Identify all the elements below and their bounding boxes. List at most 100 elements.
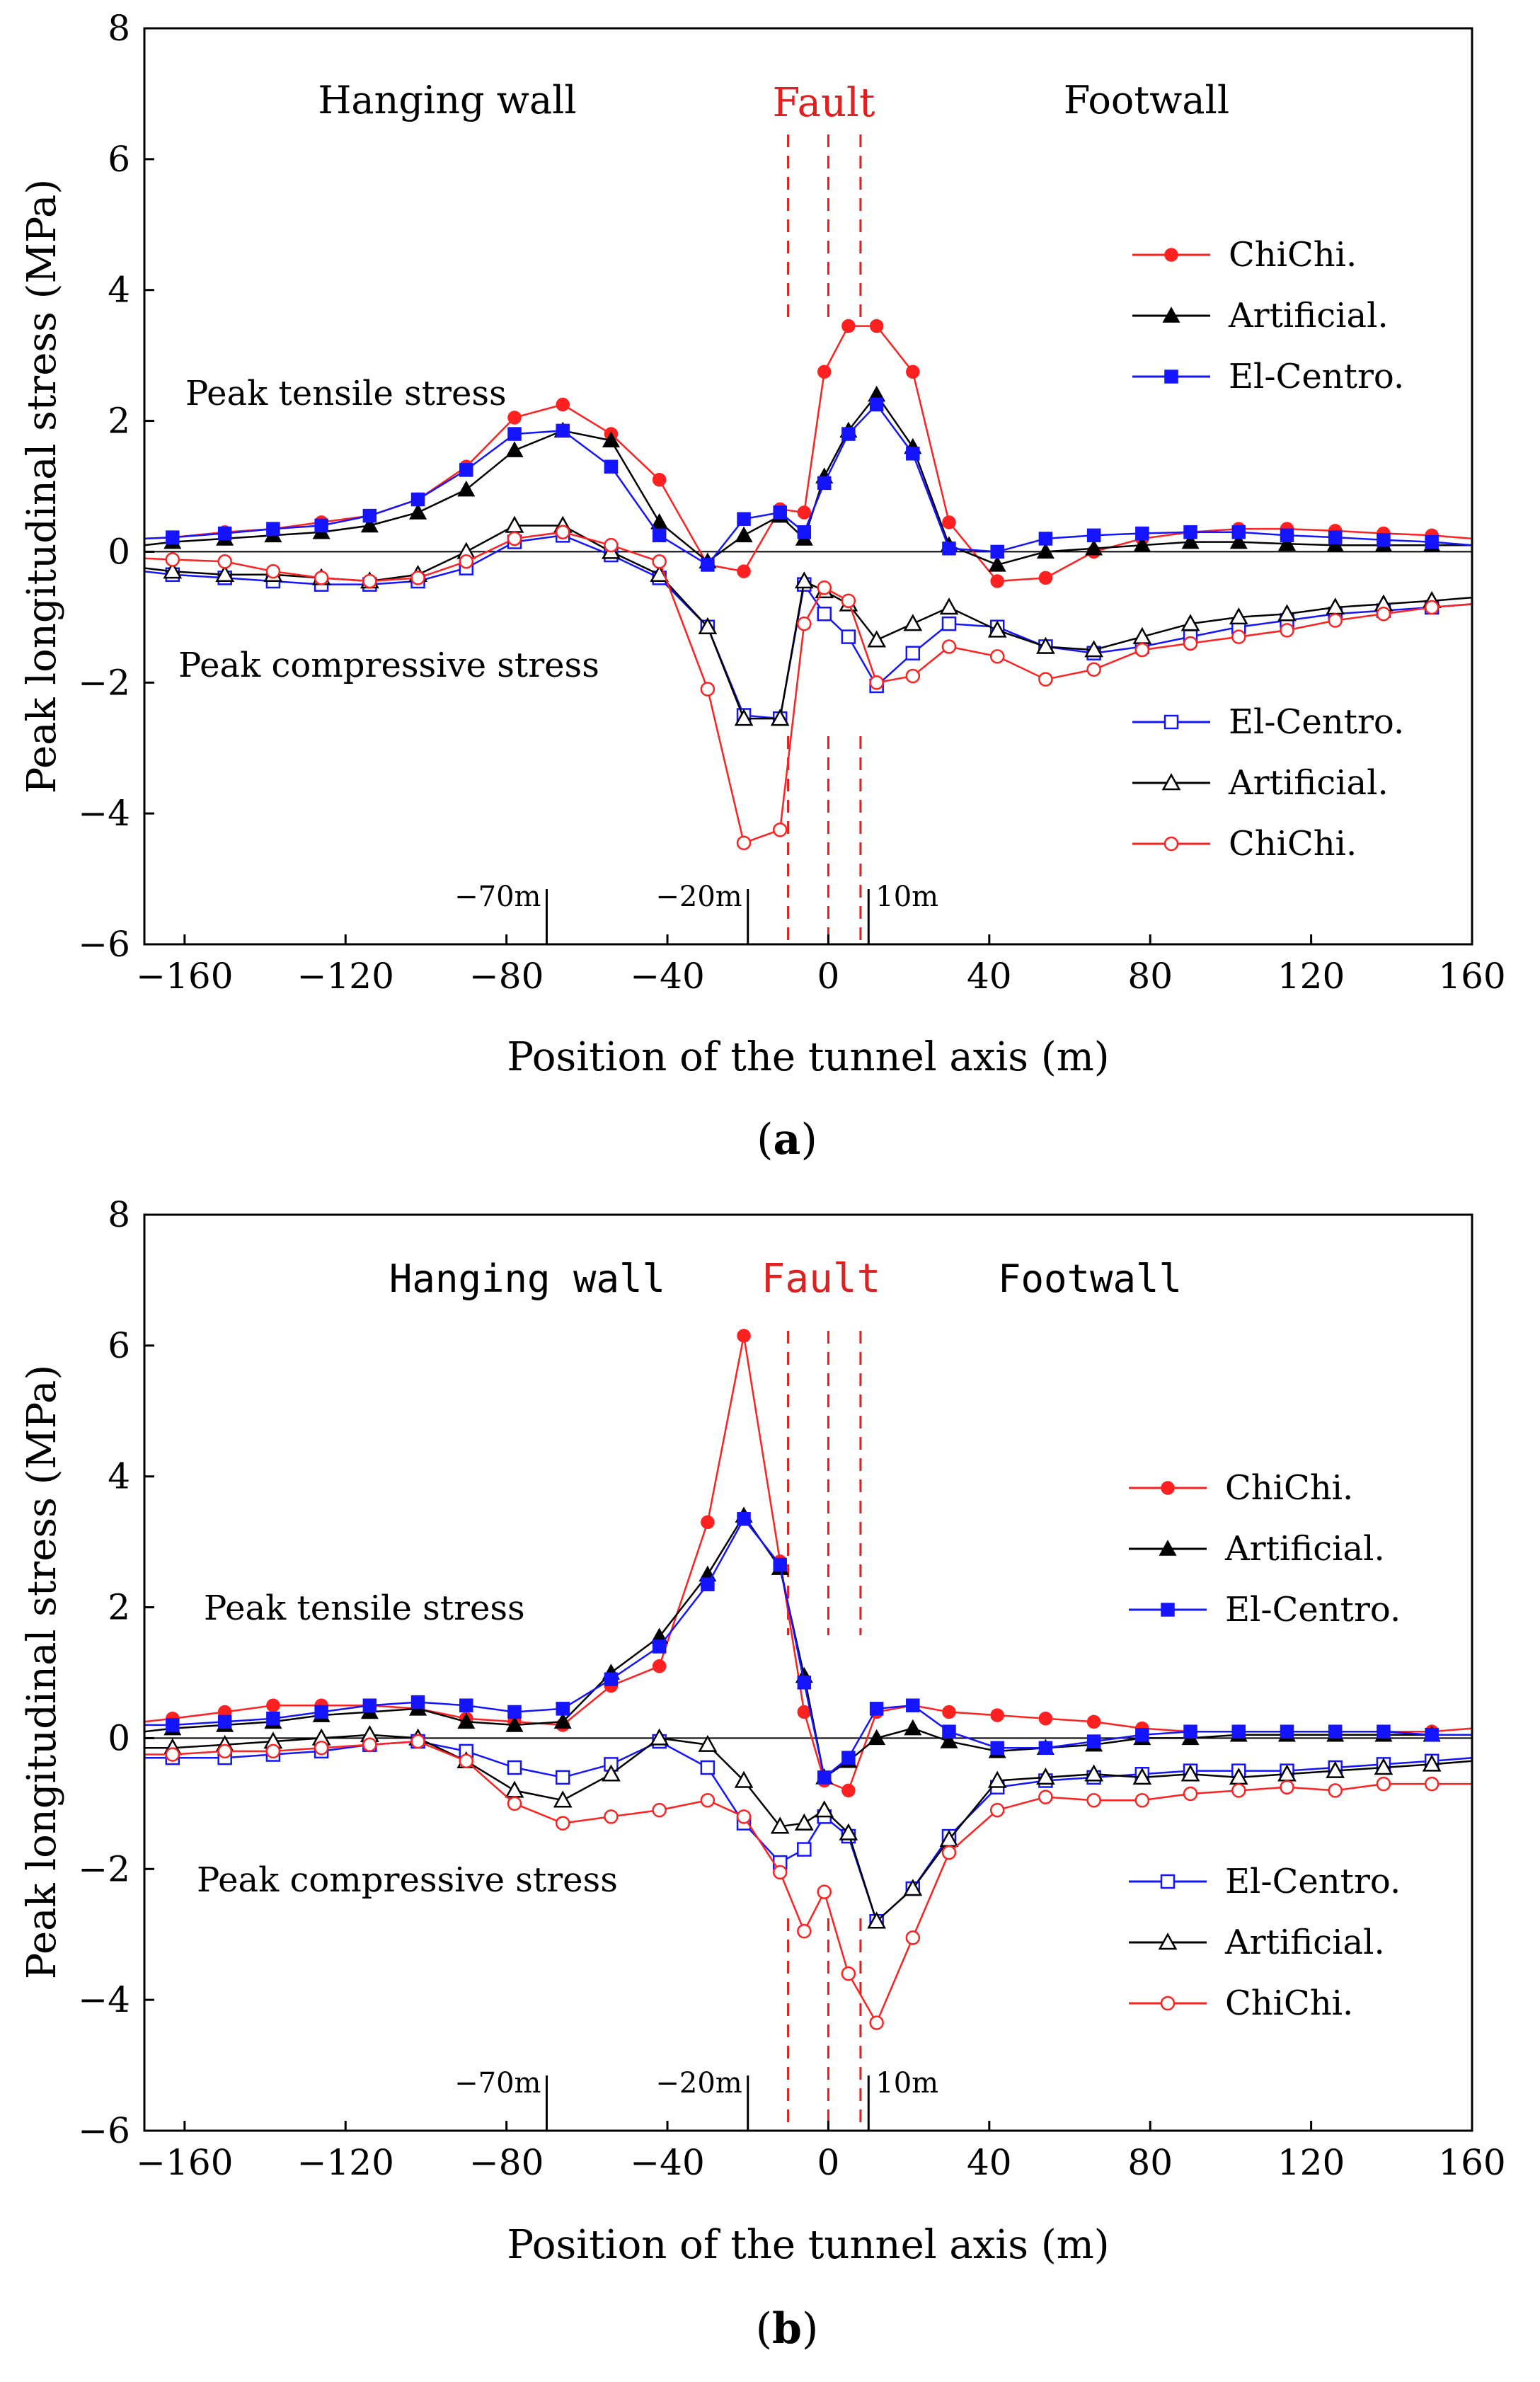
- point-b-compressive-chichi-11: [652, 1802, 667, 1818]
- legend-label-b-tensile-0: ChiChi.: [1225, 1468, 1353, 1508]
- legend-marker-a-tensile-0: [1164, 248, 1178, 262]
- x-tick-label-a-2: −80: [469, 956, 544, 997]
- point-b-compressive-chichi-10: [604, 1809, 619, 1824]
- point-b-compressive-chichi-13: [736, 1809, 752, 1824]
- point-b-tensile-artificial-20: [940, 1732, 958, 1748]
- x-tick-label-a-0: −160: [136, 956, 233, 997]
- point-a-tensile-el-centro-6: [410, 492, 425, 507]
- point-a-compressive-chichi-27: [1280, 623, 1294, 638]
- point-a-tensile-chichi-16: [817, 365, 832, 379]
- y-tick-label-b-7: 8: [108, 1194, 130, 1235]
- y-tick-label-b-5: 4: [108, 1456, 130, 1497]
- point-a-compressive-el-centro-16: [817, 606, 832, 622]
- point-a-tensile-artificial-7: [457, 480, 476, 497]
- legend-label-a-compressive-1: Artificial.: [1228, 763, 1389, 803]
- point-a-tensile-el-centro-13: [737, 512, 751, 526]
- point-b-tensile-chichi-13: [737, 1329, 751, 1343]
- y-tick-label-a-2: −2: [78, 662, 130, 703]
- point-b-compressive-chichi-2: [217, 1743, 232, 1759]
- y-tick-label-a-7: 8: [108, 8, 130, 49]
- point-a-compressive-artificial-23: [1084, 640, 1103, 658]
- point-b-compressive-chichi-7: [459, 1753, 474, 1769]
- point-a-compressive-artificial-21: [987, 620, 1007, 638]
- point-b-tensile-chichi-20: [942, 1705, 956, 1719]
- y-axis-title-a: Peak longitudinal stress (MPa): [19, 179, 65, 794]
- point-a-compressive-artificial-26: [1229, 607, 1248, 625]
- point-a-tensile-el-centro-25: [1183, 525, 1197, 539]
- point-a-tensile-el-centro-5: [362, 508, 377, 523]
- point-b-tensile-el-centro-6: [410, 1695, 425, 1710]
- point-a-tensile-artificial-28: [1326, 536, 1345, 552]
- x-tick-label-b-5: 40: [967, 2142, 1012, 2183]
- point-b-tensile-chichi-12: [701, 1515, 715, 1530]
- hanging-wall-label-a: Hanging wall: [318, 78, 576, 122]
- point-b-compressive-chichi-14: [772, 1865, 788, 1880]
- point-a-tensile-artificial-26: [1229, 532, 1248, 549]
- x-tick-label-b-3: −40: [630, 2142, 705, 2183]
- point-a-tensile-el-centro-19: [906, 447, 920, 461]
- point-b-tensile-el-centro-17: [841, 1751, 856, 1765]
- point-a-compressive-chichi-26: [1231, 629, 1246, 644]
- hanging-wall-label-b: Hanging wall: [389, 1256, 665, 1301]
- point-b-compressive-chichi-28: [1328, 1783, 1343, 1798]
- legend-marker-a-tensile-2: [1164, 370, 1178, 384]
- point-b-compressive-artificial-19: [903, 1879, 923, 1896]
- point-b-compressive-chichi-24: [1134, 1792, 1150, 1808]
- point-b-compressive-el-centro-8: [507, 1760, 522, 1775]
- point-b-compressive-chichi-27: [1280, 1780, 1294, 1794]
- point-b-tensile-el-centro-29: [1377, 1724, 1391, 1739]
- point-a-compressive-chichi-21: [989, 649, 1005, 664]
- point-b-tensile-chichi-3: [266, 1698, 280, 1712]
- point-a-tensile-artificial-5: [360, 516, 379, 533]
- point-a-compressive-chichi-12: [700, 682, 716, 697]
- point-a-tensile-el-centro-26: [1231, 525, 1246, 539]
- legend-marker-a-compressive-2: [1163, 836, 1179, 852]
- position-marker-label-b-1: −20m: [655, 2067, 742, 2100]
- point-b-tensile-el-centro-8: [507, 1705, 522, 1719]
- x-tick-label-b-2: −80: [469, 2142, 544, 2183]
- point-b-compressive-el-centro-9: [555, 1770, 570, 1785]
- y-tick-label-a-6: 6: [108, 139, 130, 180]
- point-b-tensile-el-centro-9: [556, 1702, 570, 1716]
- point-b-compressive-chichi-22: [1038, 1790, 1053, 1804]
- point-a-tensile-chichi-8: [507, 411, 522, 425]
- point-a-tensile-el-centro-2: [217, 526, 232, 541]
- point-b-compressive-chichi-5: [362, 1737, 377, 1752]
- point-a-tensile-artificial-8: [505, 441, 524, 457]
- point-b-compressive-chichi-20: [941, 1845, 957, 1860]
- point-b-compressive-artificial-30: [1422, 1754, 1442, 1772]
- point-a-compressive-el-centro-20: [941, 616, 957, 631]
- point-b-compressive-artificial-10: [602, 1764, 621, 1782]
- point-b-tensile-el-centro-7: [459, 1698, 473, 1712]
- point-a-tensile-el-centro-15: [797, 525, 812, 539]
- point-a-tensile-el-centro-8: [507, 427, 522, 441]
- compressive-annotation-a: Peak compressive stress: [178, 646, 599, 685]
- point-b-compressive-artificial-12: [698, 1734, 718, 1752]
- point-a-tensile-el-centro-12: [701, 558, 715, 572]
- y-tick-label-b-0: −6: [78, 2110, 130, 2151]
- series-line-a-tensile-el-centro: [144, 403, 1473, 566]
- point-b-compressive-artificial-23: [1084, 1764, 1103, 1782]
- point-b-compressive-chichi-9: [555, 1816, 570, 1831]
- point-a-tensile-el-centro-23: [1086, 528, 1101, 543]
- point-a-compressive-chichi-3: [265, 563, 281, 579]
- point-a-compressive-chichi-1: [165, 552, 180, 567]
- point-a-compressive-artificial-1: [163, 561, 183, 579]
- point-a-tensile-chichi-17: [841, 319, 856, 333]
- legend-marker-b-compressive-0: [1160, 1874, 1176, 1889]
- ticks-b: −160 −120 −80 −40 0 40 80 120 160 −6 −4 −2 0 2 4 6 8: [78, 1194, 1505, 2183]
- point-b-compressive-artificial-28: [1326, 1760, 1345, 1778]
- point-b-tensile-el-centro-14: [773, 1557, 787, 1572]
- point-b-compressive-artificial-18: [867, 1911, 887, 1929]
- point-a-compressive-artificial-18: [867, 630, 887, 648]
- point-b-compressive-chichi-3: [265, 1743, 281, 1759]
- point-a-tensile-el-centro-22: [1038, 532, 1053, 546]
- point-a-compressive-artificial-20: [939, 597, 959, 615]
- footwall-label-a: Footwall: [1064, 78, 1229, 122]
- y-tick-label-a-4: 2: [108, 401, 130, 442]
- point-a-compressive-chichi-19: [905, 668, 921, 684]
- point-b-compressive-artificial-17: [839, 1823, 858, 1840]
- x-tick-label-a-6: 80: [1127, 956, 1173, 997]
- point-a-tensile-el-centro-16: [817, 476, 832, 491]
